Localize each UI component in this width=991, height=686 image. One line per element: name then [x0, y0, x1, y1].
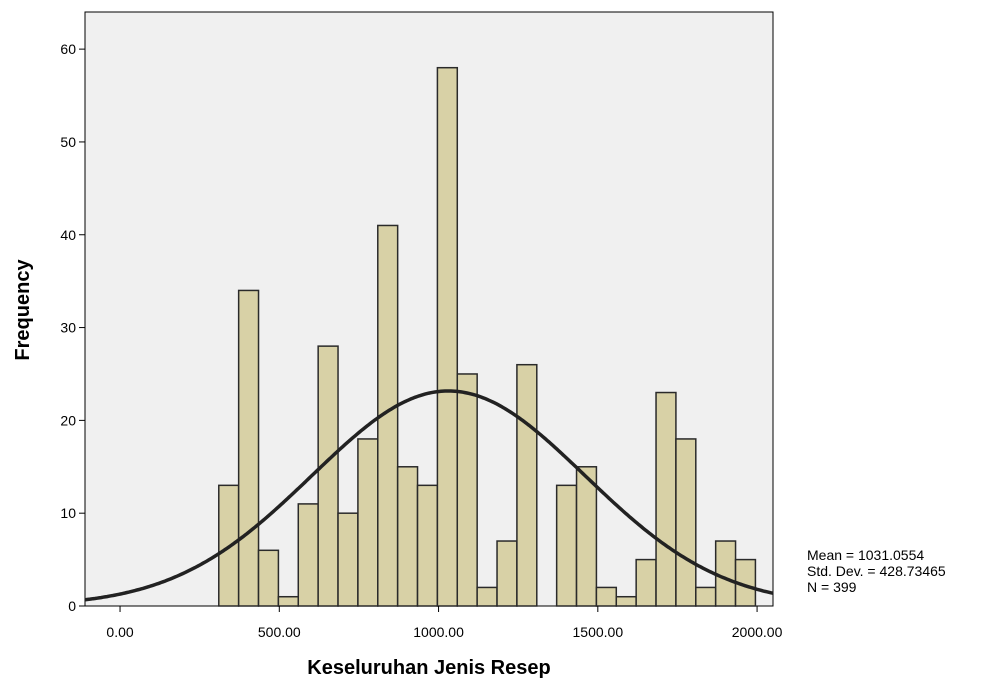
histogram-bar — [237, 289, 260, 607]
histogram-bar — [456, 373, 478, 607]
histogram-bar — [277, 595, 300, 607]
y-tick-label: 0 — [68, 598, 76, 614]
histogram-bar — [695, 586, 717, 607]
y-tick-label: 60 — [60, 41, 76, 57]
histogram-bar — [297, 503, 319, 607]
histogram-bar — [516, 363, 538, 607]
x-tick-label: 500.00 — [258, 624, 301, 640]
histogram-bar — [595, 586, 618, 607]
histogram-bar — [337, 512, 359, 607]
histogram-bar — [317, 345, 339, 607]
histogram-bar — [377, 224, 399, 607]
histogram-bar — [476, 586, 498, 607]
y-tick-label: 10 — [60, 505, 76, 521]
stats-box: Mean = 1031.0554 Std. Dev. = 428.73465 N… — [807, 547, 946, 595]
histogram-bar — [575, 466, 598, 607]
y-tick-label: 20 — [60, 412, 76, 428]
histogram-bar — [675, 438, 697, 607]
y-tick-label: 50 — [60, 134, 76, 150]
x-tick-label: 1000.00 — [413, 624, 464, 640]
y-axis: 0 10 20 30 40 50 60 — [60, 41, 85, 614]
histogram-bar — [496, 540, 518, 607]
y-axis-title: Frequency — [12, 259, 34, 361]
y-tick-label: 30 — [60, 320, 76, 336]
histogram-bar — [416, 484, 439, 607]
stats-n: N = 399 — [807, 579, 857, 595]
x-axis: 0.00 500.00 1000.00 1500.00 2000.00 — [106, 606, 783, 640]
histogram-bar — [357, 438, 379, 607]
histogram-bar — [655, 391, 677, 607]
x-tick-label: 2000.00 — [732, 624, 783, 640]
histogram-bar — [635, 558, 657, 607]
histogram-bar — [615, 595, 637, 607]
stats-mean: Mean = 1031.0554 — [807, 547, 925, 563]
histogram-bar — [396, 466, 419, 607]
y-tick-label: 40 — [60, 227, 76, 243]
x-axis-title: Keseluruhan Jenis Resep — [307, 657, 550, 679]
histogram-bar — [436, 66, 459, 607]
histogram-bar — [257, 549, 280, 607]
histogram-bar — [714, 540, 737, 607]
normal-curve — [84, 389, 774, 602]
x-tick-label: 0.00 — [106, 624, 133, 640]
histogram-bar — [555, 484, 578, 607]
bars-group — [218, 66, 757, 607]
x-tick-label: 1500.00 — [573, 624, 624, 640]
stats-std-dev: Std. Dev. = 428.73465 — [807, 563, 946, 579]
